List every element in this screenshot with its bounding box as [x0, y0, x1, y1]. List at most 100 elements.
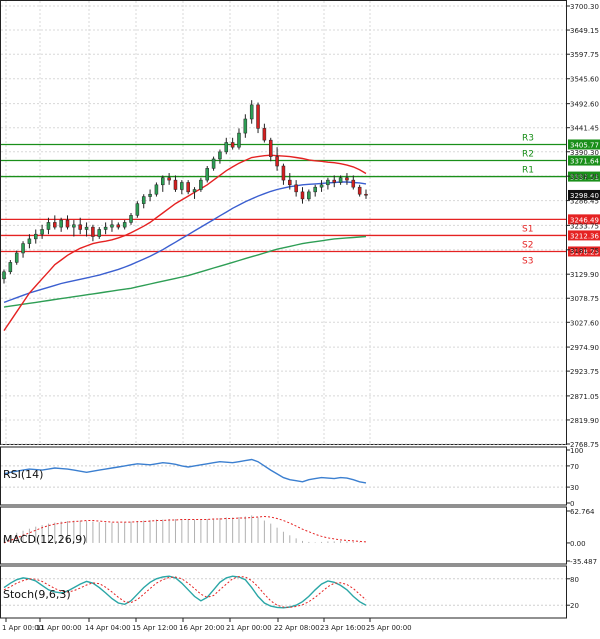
candle-body — [218, 151, 222, 160]
price-tick-label: 3129.90 — [570, 271, 599, 279]
ma-slow-line — [3, 235, 367, 308]
candle-body — [122, 222, 127, 228]
candle-body — [21, 243, 25, 254]
candle-body — [256, 104, 260, 129]
candle-body — [161, 177, 165, 186]
time-tick-label: 14 Apr 04:00 — [85, 624, 131, 632]
time-tick-label: 16 Apr 20:00 — [179, 624, 225, 632]
rsi-tick-label: 100 — [570, 447, 583, 455]
price-tick-label: 3700.30 — [570, 3, 599, 11]
level-tag-r1 — [568, 171, 600, 182]
price-tick-label: 3649.15 — [570, 27, 599, 35]
axes: 3700.30 3649.15 3597.75 3545.60 3492.60 3441.… — [566, 3, 599, 449]
candle-body — [135, 203, 140, 216]
candle-body — [230, 142, 235, 148]
time-tick-label: 23 Apr 16:00 — [320, 624, 366, 632]
candle-body — [14, 252, 19, 263]
level-name-r3: R3 — [522, 133, 534, 143]
time-tick-label: 11 Apr 00:00 — [36, 624, 82, 632]
price-tick-label: 3390.30 — [570, 149, 599, 157]
level-name-s1: S1 — [522, 224, 533, 234]
candle-body — [186, 182, 190, 193]
price-tick-label: 3441.45 — [570, 125, 599, 133]
candle-body — [2, 271, 6, 280]
candle-body — [148, 193, 152, 197]
candle-body — [326, 179, 330, 186]
level-tag-r3 — [568, 139, 600, 150]
candle-body — [8, 262, 13, 273]
current-price-label: 3298.40 — [570, 192, 599, 200]
candle-body — [357, 186, 362, 195]
candle-body — [72, 224, 76, 228]
price-tick-label: 2974.90 — [570, 344, 599, 352]
stoch-panel-frame — [0, 565, 567, 619]
price-tick-label: 3597.75 — [570, 51, 599, 59]
main-panel-frame — [0, 0, 567, 445]
macd-tick-label: 0.00 — [570, 540, 586, 548]
candle-body — [199, 179, 203, 190]
candle-body — [237, 132, 241, 148]
candle-body — [262, 128, 267, 141]
candle-body — [211, 158, 216, 169]
candle-body — [288, 179, 292, 186]
price-tick-label: 2768.75 — [570, 441, 599, 449]
macd-signal-line — [3, 515, 367, 544]
rsi-label: RSI(14) — [3, 468, 43, 481]
candle-body — [205, 168, 209, 181]
time-tick-label: 1 Apr 00:00 — [2, 624, 43, 632]
level-tag-s3 — [568, 246, 600, 257]
level-tag-label-s3: 3178.23 — [570, 248, 599, 256]
candle-body — [110, 224, 114, 228]
rsi-panel: 100 70 30 0 RSI(14) — [1, 447, 583, 508]
pivot-levels: R3 3405.77 R2 3371.64 R1 3337.51 S1 3246.49 S2 32… — [1, 133, 600, 266]
candle-body — [53, 222, 57, 228]
price-tick-label: 2871.05 — [570, 393, 599, 401]
stoch-tick-label: 80 — [570, 576, 579, 584]
price-tick-label: 2819.90 — [570, 417, 599, 425]
macd-tick-label: -35.487 — [570, 558, 597, 566]
price-tick-label: 3078.75 — [570, 295, 599, 303]
candle-body — [46, 222, 51, 230]
time-tick-label: 22 Apr 08:00 — [274, 624, 320, 632]
candle-body — [34, 233, 38, 240]
candle-body — [224, 142, 229, 153]
candle-body — [275, 156, 279, 167]
price-tick-label: 3286.45 — [570, 198, 599, 206]
stoch-panel: 80 20 Stoch(9,6,3) — [1, 575, 579, 610]
level-tag-s2 — [568, 230, 600, 241]
candle-body — [91, 226, 95, 237]
level-tag-s1 — [568, 214, 600, 225]
candles — [2, 100, 368, 284]
candle-body — [78, 224, 82, 230]
level-tag-label-s2: 3212.36 — [570, 232, 599, 240]
price-tick-label: 3027.60 — [570, 319, 599, 327]
price-tick-label: 3233.75 — [570, 222, 599, 230]
candle-body — [27, 238, 32, 244]
candle-body — [332, 179, 336, 183]
candle-body — [294, 184, 298, 193]
candle-body — [180, 182, 184, 190]
candle-body — [300, 191, 305, 200]
candle-body — [141, 196, 146, 204]
candle-body — [351, 179, 356, 188]
ma-fast-line — [3, 154, 367, 331]
price-tick-label: 3338.35 — [570, 173, 599, 181]
price-tick-label: 3492.60 — [570, 101, 599, 109]
candle-body — [97, 229, 102, 237]
candle-body — [268, 139, 273, 157]
macd-panel: 62.764 0.00 -35.487 MACD(12,26,9) — [3, 508, 597, 566]
candle-body — [313, 186, 317, 193]
candle-body — [319, 184, 324, 188]
time-tick-label: 25 Apr 00:00 — [366, 624, 412, 632]
rsi-tick-label: 0 — [570, 500, 574, 508]
level-tag-label-r2: 3371.64 — [570, 158, 599, 166]
candle-body — [40, 229, 44, 235]
candle-body — [103, 226, 108, 230]
level-name-s3: S3 — [522, 256, 533, 266]
stoch-tick-label: 20 — [570, 602, 579, 610]
candle-body — [173, 179, 178, 190]
candle-body — [116, 224, 121, 228]
stoch-d-line — [3, 576, 367, 608]
candle-body — [249, 104, 254, 120]
